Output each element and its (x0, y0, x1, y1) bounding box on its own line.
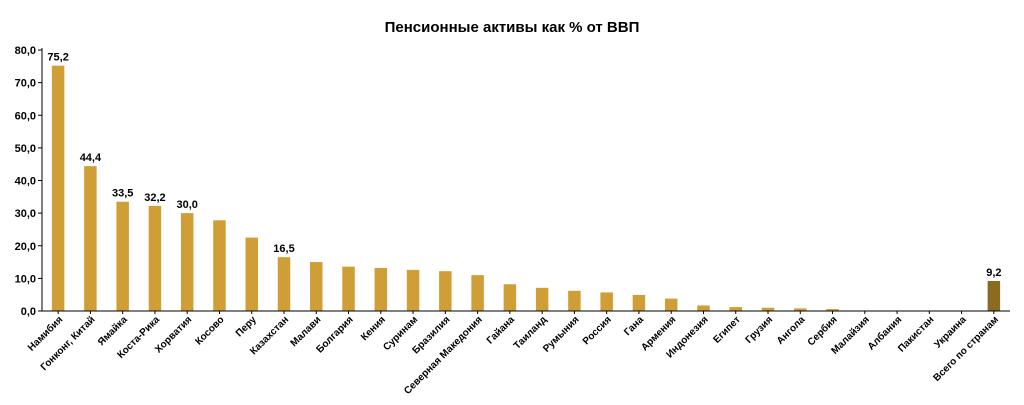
y-tick-label: 20,0 (15, 241, 36, 253)
bar (987, 280, 1001, 311)
bar (245, 237, 258, 311)
bar (761, 307, 775, 311)
bar (826, 309, 839, 311)
x-tick-label: Россия (581, 314, 614, 347)
bar (84, 166, 97, 311)
bars (51, 65, 1001, 311)
bar (310, 262, 323, 311)
y-tick-label: 30,0 (15, 208, 36, 220)
x-tick-label: Грузия (744, 314, 776, 346)
bar (180, 213, 194, 311)
data-label: 75,2 (47, 52, 68, 64)
y-tick-label: 0,0 (21, 306, 36, 318)
y-tick-label: 40,0 (15, 176, 36, 188)
bar (213, 220, 226, 311)
x-tick-label: Гайана (485, 314, 517, 346)
chart-title: Пенсионные активы как % от ВВП (385, 19, 640, 36)
bar (535, 287, 549, 311)
data-label: 16,5 (273, 243, 294, 255)
x-tick-label: Гана (622, 314, 646, 338)
bar (277, 257, 291, 311)
data-labels: 75,2 44,4 33,5 32,2 30,0 16,5 9,2 (47, 52, 1001, 279)
bar (342, 266, 355, 311)
bar (471, 275, 484, 311)
x-tick-label: Косово (193, 314, 226, 347)
bar (374, 267, 388, 311)
bar (406, 269, 420, 311)
x-tick-label: Всего по странам (931, 314, 1001, 384)
y-tick-label: 80,0 (15, 45, 36, 57)
bar (632, 295, 646, 311)
y-axis: 0,0 10,0 20,0 30,0 40,0 50,0 60,0 70,0 80,0 (15, 45, 43, 318)
bar (697, 305, 710, 311)
data-label: 44,4 (80, 152, 102, 164)
y-tick-label: 10,0 (15, 273, 36, 285)
y-tick-label: 50,0 (15, 143, 36, 155)
data-label: 32,2 (144, 192, 165, 204)
bar (51, 65, 65, 311)
data-label: 9,2 (986, 267, 1001, 279)
bar (116, 201, 129, 311)
x-tick-label: Ангола (775, 314, 808, 347)
bar (503, 284, 517, 311)
bar (568, 290, 581, 311)
bar (729, 307, 742, 311)
x-tick-label: Египет (711, 314, 742, 345)
data-label: 30,0 (176, 199, 197, 211)
bar (600, 292, 613, 311)
data-label: 33,5 (112, 188, 133, 200)
bar (794, 308, 807, 311)
bar (439, 271, 452, 311)
x-tick-label: Кения (359, 314, 388, 343)
x-tick-label: Перу (234, 314, 259, 339)
bar (664, 298, 678, 311)
bar (148, 205, 162, 311)
y-tick-label: 60,0 (15, 110, 36, 122)
y-tick-label: 70,0 (15, 78, 36, 90)
